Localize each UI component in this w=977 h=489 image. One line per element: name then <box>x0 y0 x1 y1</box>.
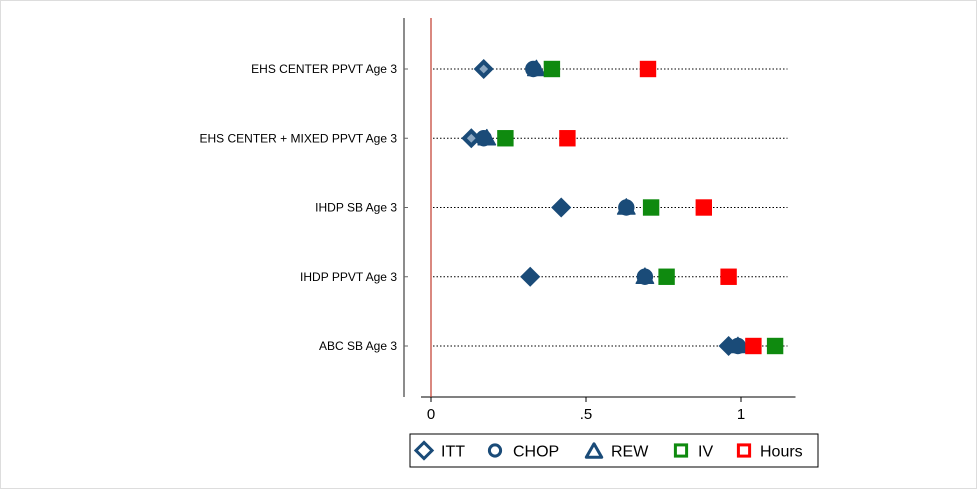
point-rew-ihdp-ppvt-age-3 <box>635 267 655 284</box>
legend-label-iv: IV <box>698 444 713 461</box>
point-iv-abc-sb-age-3 <box>766 337 784 355</box>
point-rew-ihdp-sb-age-3 <box>616 198 636 215</box>
point-hours-abc-sb-age-3 <box>745 337 762 355</box>
point-iv-ihdp-sb-age-3 <box>642 199 660 216</box>
legend-marker-itt <box>413 440 435 461</box>
legend-item-rew: REW <box>584 442 649 461</box>
point-itt-ihdp-ppvt-age-3 <box>520 266 541 287</box>
point-inner-highlight <box>466 133 476 143</box>
x-tick-label: .5 <box>580 406 593 423</box>
axes: 0.5 1 <box>403 18 796 423</box>
legend-marker-chop <box>487 443 503 458</box>
point-iv-ehs-center-ppvt-age-3 <box>543 60 561 78</box>
point-hours-ihdp-sb-age-3 <box>695 199 713 216</box>
category-labels: EHS CENTER PPVT Age 3 EHS CENTER + MIXED … <box>199 62 397 353</box>
legend-label-itt: ITT <box>441 444 465 461</box>
data-points <box>461 58 784 357</box>
legend-marker-iv <box>673 443 689 458</box>
legend-label-hours: Hours <box>760 444 803 461</box>
point-rew-ehs-center-mixed-ppvt-age-3 <box>477 128 497 146</box>
category-label-ehs-center-mixed-ppvt-age-3: EHS CENTER + MIXED PPVT Age 3 <box>199 131 397 145</box>
legend-label-chop: CHOP <box>513 444 559 461</box>
legend-marker-hours <box>736 443 752 458</box>
point-iv-ihdp-ppvt-age-3 <box>658 268 675 285</box>
point-hours-ehs-center-ppvt-age-3 <box>639 60 657 78</box>
point-rew-abc-sb-age-3 <box>728 336 748 354</box>
category-label-ihdp-sb-age-3: IHDP SB Age 3 <box>315 201 397 215</box>
category-label-ehs-center-ppvt-age-3: EHS CENTER PPVT Age 3 <box>251 62 397 76</box>
legend-item-hours: Hours <box>736 443 803 461</box>
point-rew-ehs-center-ppvt-age-3 <box>526 59 546 77</box>
point-iv-ehs-center-mixed-ppvt-age-3 <box>497 130 514 147</box>
point-hours-ihdp-ppvt-age-3 <box>720 268 737 285</box>
point-hours-ehs-center-mixed-ppvt-age-3 <box>559 130 576 147</box>
x-tick-label: 1 <box>737 406 745 423</box>
legend-item-iv: IV <box>673 443 713 461</box>
legend: ITT CHOP REW IV Hours <box>409 433 819 468</box>
point-inner-highlight <box>479 64 489 74</box>
x-tick-label: 0 <box>427 406 435 423</box>
category-label-abc-sb-age-3: ABC SB Age 3 <box>319 339 397 353</box>
legend-item-chop: CHOP <box>487 443 559 461</box>
category-label-ihdp-ppvt-age-3: IHDP PPVT Age 3 <box>300 270 397 284</box>
point-itt-ihdp-sb-age-3 <box>551 197 572 218</box>
legend-item-itt: ITT <box>413 440 465 461</box>
legend-label-rew: REW <box>611 444 649 461</box>
legend-marker-rew <box>584 442 604 459</box>
